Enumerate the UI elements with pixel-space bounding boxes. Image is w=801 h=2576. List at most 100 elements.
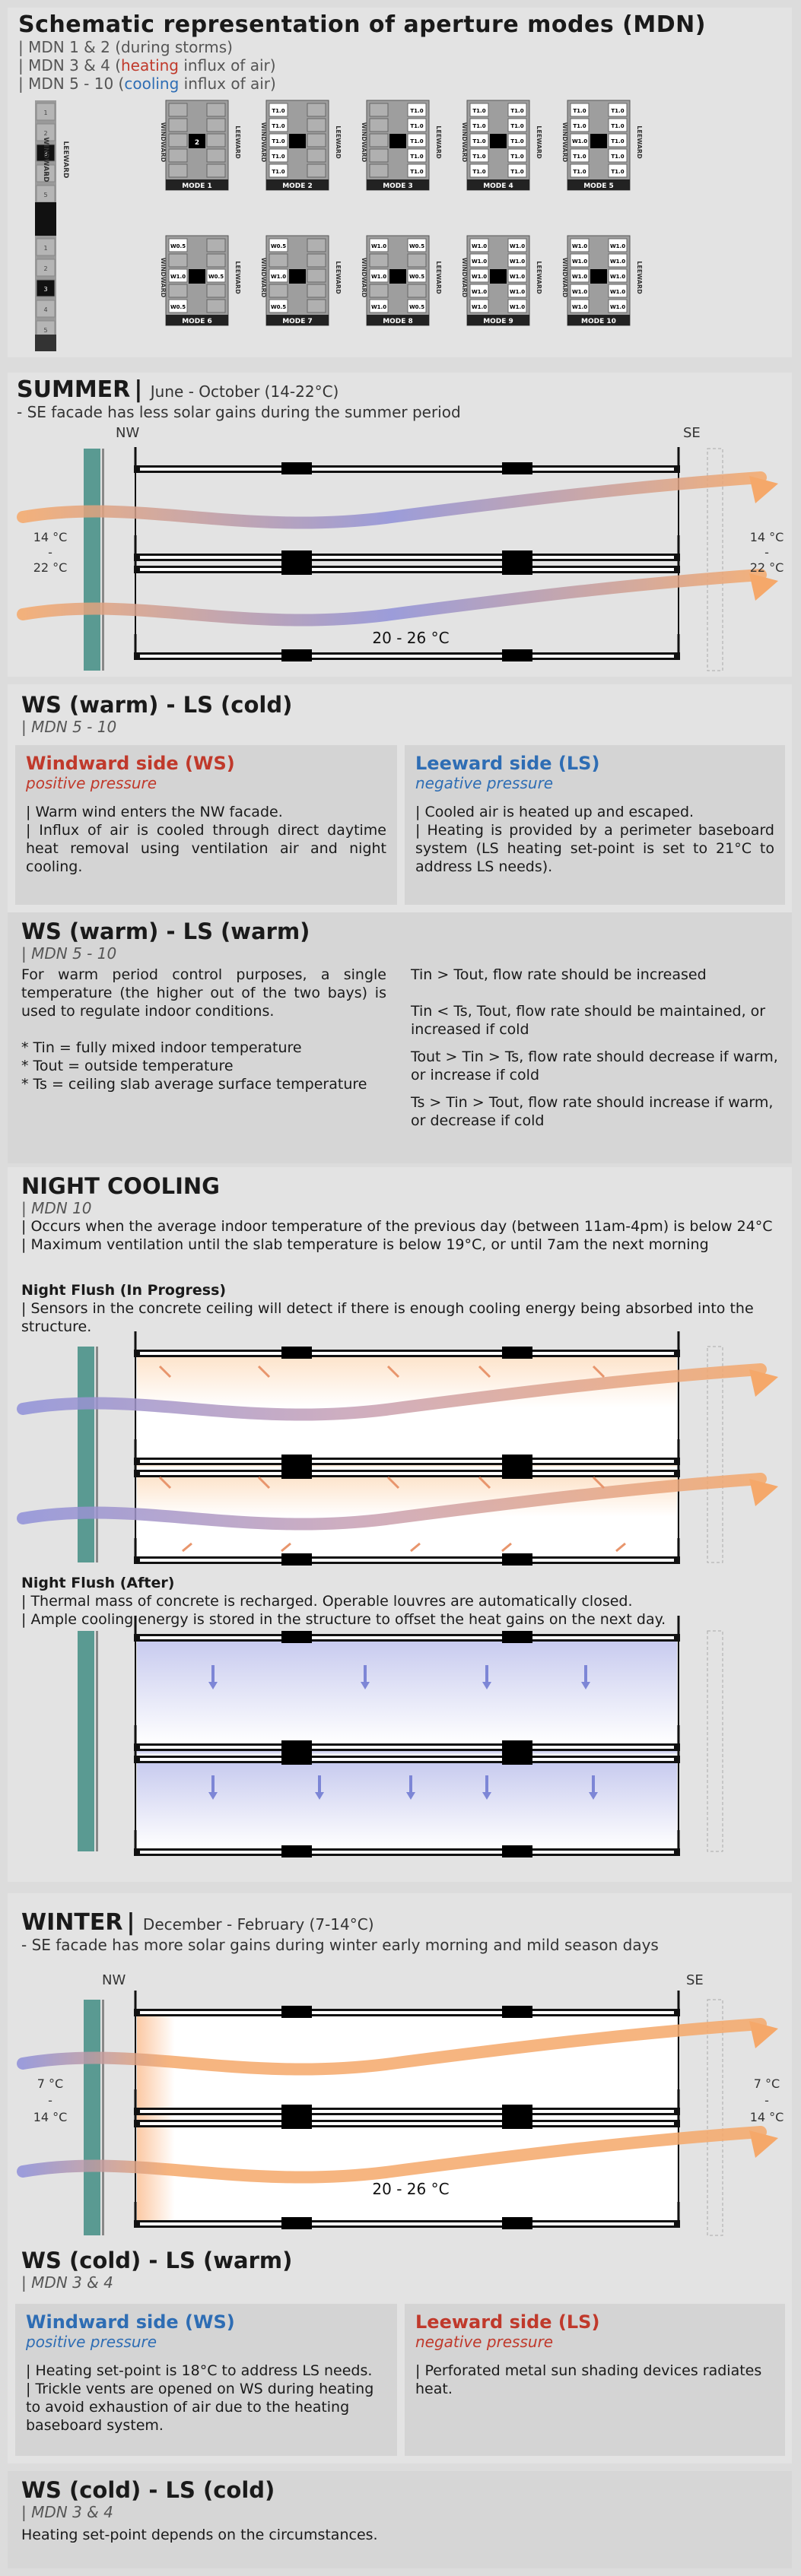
aperture-value: T1.0 xyxy=(410,154,423,160)
mode-label: MODE 2 xyxy=(282,182,313,190)
rule-1: Tin > Tout, flow rate should be increase… xyxy=(411,966,707,983)
se-label: SE xyxy=(683,425,701,441)
aperture-value: T1.0 xyxy=(472,154,485,160)
aperture-value: T1.0 xyxy=(410,138,423,144)
indoor-temp: 20 - 26 °C xyxy=(372,629,449,647)
leeward-side-label: LEEWARD xyxy=(435,125,442,159)
bay-number: 3 xyxy=(43,286,47,293)
slab-core xyxy=(140,1758,674,1761)
winter-airflow-upper xyxy=(17,2018,767,2076)
aperture-value: T1.0 xyxy=(472,108,485,114)
aperture-value: W1.0 xyxy=(472,289,487,295)
leeward-side-label: LEEWARD xyxy=(536,261,542,294)
slab-core xyxy=(140,1851,674,1854)
se-label: SE xyxy=(686,1972,704,1988)
left-aperture xyxy=(570,284,590,298)
room-fill xyxy=(137,1751,677,1756)
right-aperture xyxy=(407,118,427,132)
aperture-value: W1.0 xyxy=(472,274,487,280)
aperture-value: W1.0 xyxy=(510,274,525,280)
beam xyxy=(281,1845,312,1857)
aperture-value: W1.0 xyxy=(510,289,525,295)
left-aperture xyxy=(570,103,590,117)
bay-number: 2 xyxy=(43,265,47,272)
leeward-side-label: LEEWARD xyxy=(636,125,643,159)
aperture-value: T1.0 xyxy=(573,169,586,175)
left-aperture xyxy=(369,253,389,268)
slab-core xyxy=(140,2110,674,2113)
leeward-side-label: LEEWARD xyxy=(435,261,442,294)
beam xyxy=(281,2117,312,2129)
aperture-value: W1.0 xyxy=(371,243,386,249)
windward-side-label: WINDWARD xyxy=(160,258,167,298)
right-aperture xyxy=(307,118,326,132)
aperture-mode-module: WINDWARD LEEWARD T1.0 T1.0 T1.0 T1.0 W1.0 T1.0 T… xyxy=(561,100,643,191)
aperture-mode-module: WINDWARD LEEWARD 2 MODE 1 xyxy=(160,100,241,191)
aperture-value: T1.0 xyxy=(472,138,485,144)
airflow-upper-arrow xyxy=(749,476,778,503)
right-aperture xyxy=(407,238,427,252)
ws-warm-ls-warm-mdn: | MDN 5 - 10 xyxy=(21,944,117,963)
left-aperture xyxy=(469,268,489,283)
night-after-line-2: | Ample cooling energy is stored in the … xyxy=(21,1611,666,1628)
left-aperture xyxy=(168,163,188,178)
left-aperture xyxy=(269,163,288,178)
ws-cold-ls-warm-panel: WS (cold) - LS (warm) | MDN 3 & 4 Windwa… xyxy=(8,2243,792,2463)
right-aperture xyxy=(608,118,628,132)
bay-cell xyxy=(36,238,56,256)
windward-side-label: WINDWARD xyxy=(461,258,468,298)
aperture-mode-module: WINDWARD LEEWARD T1.0 T1.0 T1.0 T1.0 T1.0 T1.0 T… xyxy=(461,100,542,191)
slab-core xyxy=(140,468,674,471)
slab-core xyxy=(140,1460,674,1463)
aperture-value: T1.0 xyxy=(510,154,523,160)
aperture-value: W1.0 xyxy=(510,304,525,310)
windward-pressure: positive pressure xyxy=(26,774,157,792)
leeward-side-label: LEEWARD xyxy=(636,261,643,294)
beam xyxy=(502,1753,532,1765)
ws-warm-ls-cold-panel: WS (warm) - LS (cold) | MDN 5 - 10 Windw… xyxy=(8,684,792,914)
right-aperture xyxy=(507,299,527,313)
night-cooling-panel: NIGHT COOLING | MDN 10 | Occurs when the… xyxy=(8,1167,792,1882)
windward-title: Windward side (WS) xyxy=(26,753,235,774)
leeward-side-label: LEEWARD xyxy=(234,125,241,159)
aperture-value: W1.0 xyxy=(572,259,587,265)
beam xyxy=(281,1455,312,1467)
left-aperture xyxy=(570,299,590,313)
beam xyxy=(502,1347,532,1359)
night-airflow-upper xyxy=(17,1363,767,1421)
summer-title: SUMMER xyxy=(17,376,131,403)
beam xyxy=(502,1845,532,1857)
aperture-mode-module: WINDWARD LEEWARD W0.5 W1.0 W0.5 MODE 7 xyxy=(260,235,342,326)
aperture-value: T1.0 xyxy=(472,123,485,129)
windward-side-label: WINDWARD xyxy=(160,122,167,163)
bay-number: 3 xyxy=(43,151,47,157)
night-title: NIGHT COOLING xyxy=(21,1173,220,1199)
outdoor-temp-right: 14 °C xyxy=(750,530,784,544)
night-airflow-lower-arrow xyxy=(749,1479,778,1506)
left-aperture xyxy=(369,103,389,117)
mode-label-bar xyxy=(567,315,630,325)
cooling-arrow-head xyxy=(361,1682,370,1689)
beam xyxy=(281,1631,312,1643)
outdoor-temp-left: 14 °C xyxy=(33,2110,68,2124)
aperture-value: T1.0 xyxy=(510,138,523,144)
beam xyxy=(502,1740,532,1753)
core-block xyxy=(389,134,406,148)
beam xyxy=(502,2105,532,2117)
ws-cold-ls-warm-title: WS (cold) - LS (warm) xyxy=(21,2248,293,2273)
bay-cell xyxy=(36,300,56,318)
left-aperture xyxy=(269,284,288,298)
aperture-mode-module: WINDWARD LEEWARD W1.0 W1.0 W1.0 W1.0 W1.0 W1.0 W… xyxy=(461,235,542,326)
aperture-value: W0.5 xyxy=(409,274,424,280)
left-aperture xyxy=(168,268,188,283)
beam xyxy=(281,462,312,474)
leeward-text: | Cooled air is heated up and escaped. |… xyxy=(415,804,774,875)
left-aperture xyxy=(570,238,590,252)
def-ts: * Ts = ceiling slab average surface temp… xyxy=(21,1076,367,1093)
right-aperture xyxy=(206,284,226,298)
heat-release-arrow xyxy=(386,1476,400,1489)
bay-number: 5 xyxy=(43,192,47,198)
aperture-value: T1.0 xyxy=(410,169,423,175)
aperture-value: T1.0 xyxy=(410,123,423,129)
winter-airflow-upper-arrow xyxy=(749,2021,778,2048)
